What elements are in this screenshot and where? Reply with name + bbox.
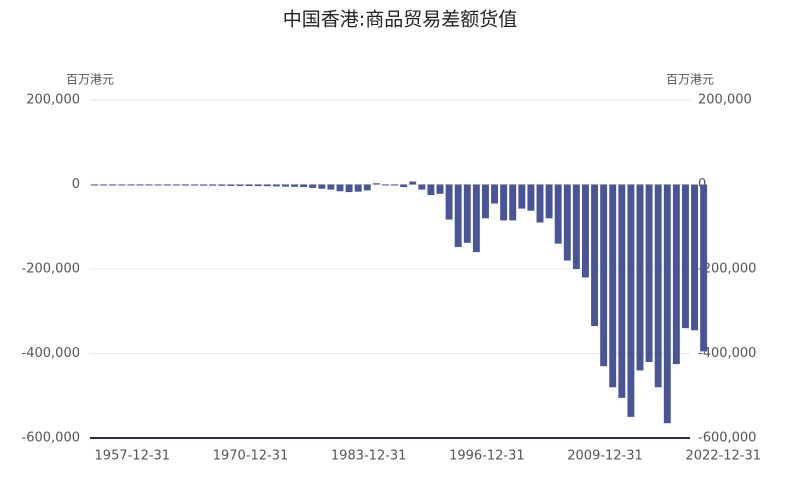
bar [454,184,462,248]
bar [282,184,289,187]
bar [700,184,708,352]
bar [491,184,498,204]
chart-title: 中国香港:商品贸易差额货值 [283,9,517,31]
bar [609,184,617,388]
y-tick-label: 200,000 [26,93,80,108]
bar [400,184,408,188]
bar [109,184,117,186]
y-tick-label: -200,000 [22,262,80,277]
bar [200,184,208,186]
bar [654,184,662,388]
x-tick-label: 2009-12-31 [567,449,643,464]
bar [245,184,253,187]
bar [227,184,235,186]
bar [291,184,298,187]
bar [263,184,271,187]
x-tick-label: 2022-12-31 [685,449,761,464]
bar [518,184,526,209]
bar [572,184,580,269]
y-tick-label: -400,000 [22,346,80,361]
bar [536,184,544,223]
bar [118,184,126,186]
bar [300,184,308,188]
bar [563,184,571,261]
x-tick-label: 1957-12-31 [95,449,171,464]
bar [545,184,553,219]
y2-tick-label: -600,000 [698,431,756,446]
bar [172,184,180,186]
bar [254,184,262,187]
bar [372,183,380,185]
bar [236,184,244,186]
bar [191,184,198,186]
x-tick-label: 1970-12-31 [213,449,289,464]
bar [363,184,371,191]
bar [145,184,153,186]
bar [182,184,189,186]
bar [600,184,608,367]
bar [682,184,689,329]
bar [591,184,598,327]
bar [691,184,698,331]
bar [409,181,417,185]
bar [627,184,635,417]
bar [427,184,435,196]
bar [218,184,226,186]
y2-tick-label: -400,000 [698,346,756,361]
bar [554,184,562,244]
bar [500,184,508,221]
bar [527,184,535,211]
bar [345,184,353,193]
bar [618,184,626,398]
bar [436,184,444,194]
bar [336,184,344,192]
bar [463,184,471,243]
y2-tick-label: 200,000 [698,93,752,108]
bar [209,184,217,186]
bar [391,184,398,186]
bar [354,184,362,192]
bar [472,184,480,253]
bar [309,184,317,188]
bar [163,184,171,186]
y2-tick-label: -200,000 [698,262,756,277]
bar [645,184,653,362]
bar [636,184,644,371]
bar [582,184,589,278]
bar [672,184,680,365]
y-axis-label: 百万港元 [66,73,114,87]
bar [154,184,162,186]
x-tick-label: 1983-12-31 [331,449,407,464]
bar [445,184,453,220]
bar [663,184,671,424]
bar [318,184,326,189]
bar [382,184,389,186]
bar [272,184,280,187]
bar [327,184,335,190]
bar [91,184,98,186]
x-tick-label: 1996-12-31 [449,449,525,464]
bar [127,184,135,186]
y-tick-label: 0 [72,177,80,192]
y2-axis-label: 百万港元 [666,73,714,87]
bar [136,184,144,186]
y-tick-label: -600,000 [22,431,80,446]
bar [482,184,489,219]
bar [509,184,517,221]
bar [418,184,426,190]
bar [100,184,108,186]
